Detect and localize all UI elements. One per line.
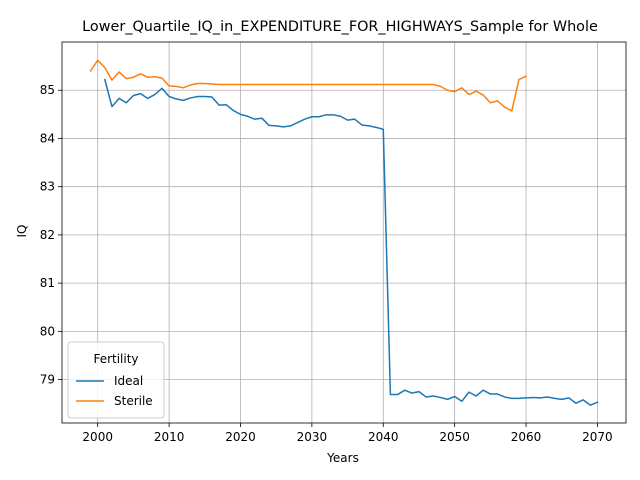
y-tick-label: 82 (40, 228, 55, 242)
chart-title: Lower_Quartile_IQ_in_EXPENDITURE_FOR_HIG… (82, 19, 598, 35)
x-tick-label: 2050 (439, 430, 470, 444)
legend-frame (67, 341, 165, 419)
y-tick-label: 81 (40, 276, 55, 290)
y-tick-label: 83 (40, 180, 55, 194)
legend-title: Fertility (93, 352, 138, 366)
x-tick-label: 2070 (582, 430, 613, 444)
x-axis-ticks: 2000 2010 2020 2030 2040 2050 2060 2070 (82, 423, 613, 444)
x-tick-label: 2020 (225, 430, 256, 444)
y-tick-label: 85 (40, 83, 55, 97)
series-line-ideal (103, 78, 599, 406)
grid (62, 42, 626, 423)
series-lines (89, 59, 599, 406)
x-tick-label: 2040 (368, 430, 399, 444)
legend-label-ideal: Ideal (114, 374, 143, 388)
x-tick-label: 2060 (511, 430, 542, 444)
x-tick-label: 2010 (154, 430, 185, 444)
x-tick-label: 2000 (82, 430, 113, 444)
y-tick-label: 79 (40, 373, 55, 387)
series-line-sterile (89, 59, 528, 112)
y-tick-label: 80 (40, 324, 55, 338)
plot-area-frame (61, 41, 627, 424)
y-tick-label: 84 (40, 131, 55, 145)
legend: Fertility Ideal Sterile (67, 341, 165, 419)
x-axis-label: Years (326, 451, 359, 465)
y-axis-label: IQ (15, 225, 29, 238)
x-tick-label: 2030 (297, 430, 328, 444)
y-axis-ticks: 79 80 81 82 83 84 85 (40, 83, 62, 387)
legend-label-sterile: Sterile (114, 394, 153, 408)
